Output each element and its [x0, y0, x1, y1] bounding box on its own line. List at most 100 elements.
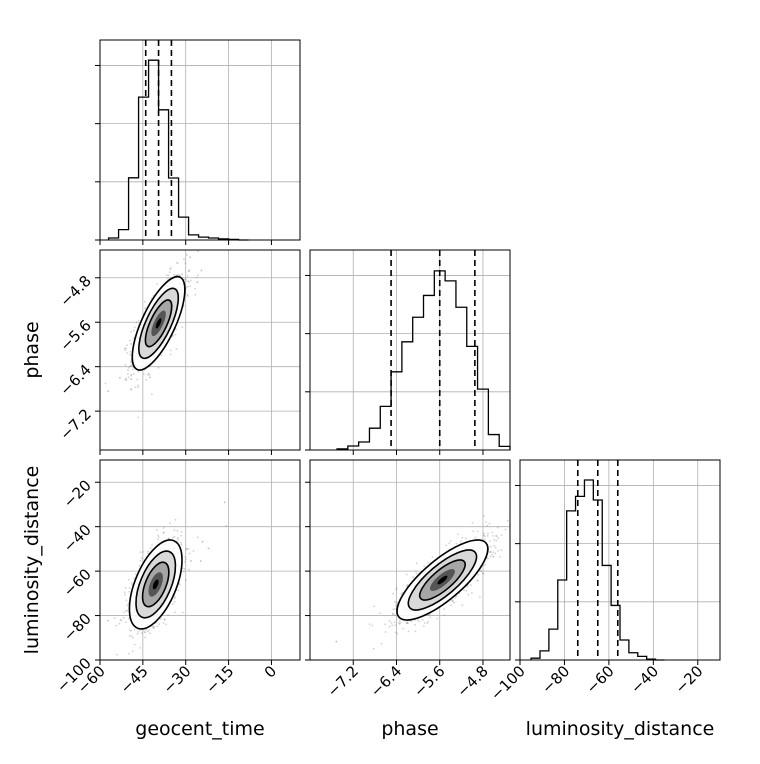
- scatter-point: [443, 608, 446, 611]
- scatter-point: [398, 622, 400, 624]
- scatter-point: [197, 250, 200, 253]
- scatter-point: [489, 540, 491, 543]
- scatter-point: [392, 593, 395, 595]
- density-fill-peak: [437, 575, 448, 585]
- scatter-point: [104, 382, 107, 385]
- scatter-point: [173, 273, 175, 276]
- scatter-point: [183, 567, 186, 570]
- scatter-point: [493, 539, 496, 541]
- scatter-point: [185, 278, 188, 281]
- scatter-point: [130, 374, 133, 377]
- contour-line-3: [144, 299, 173, 348]
- scatter-point: [122, 616, 125, 619]
- density-plot-area: [107, 501, 227, 656]
- scatter-point: [167, 274, 170, 277]
- scatter-outlier: [237, 221, 239, 223]
- hist-frame: [99, 39, 301, 241]
- scatter-outlier: [167, 537, 170, 540]
- scatter-point: [194, 293, 197, 296]
- scatter-point: [137, 384, 139, 387]
- scatter-point: [396, 632, 399, 635]
- scatter-point: [160, 618, 162, 620]
- scatter-point: [131, 650, 134, 652]
- scatter-point: [129, 353, 132, 356]
- hist-frame: [519, 459, 721, 661]
- scatter-point: [371, 624, 374, 627]
- scatter-point: [476, 530, 479, 533]
- scatter-outlier: [489, 551, 492, 553]
- scatter-point: [492, 535, 494, 537]
- scatter-point: [181, 326, 184, 328]
- scatter-point: [492, 551, 495, 554]
- scatter-point: [187, 548, 190, 550]
- density-x-tick-label: −45: [117, 662, 152, 697]
- scatter-point: [449, 540, 452, 542]
- scatter-point: [496, 535, 498, 537]
- density-panel-geocent_time-vs-phase: −7.2 −6.4 −5.6 −4.8: [56, 221, 301, 455]
- scatter-point: [174, 611, 176, 614]
- contour-line-3: [141, 561, 170, 608]
- scatter-outlier: [190, 560, 192, 562]
- scatter-point: [395, 588, 398, 591]
- scatter-point: [455, 542, 458, 545]
- scatter-outlier: [107, 390, 110, 393]
- density-plot-area: [335, 515, 538, 650]
- scatter-point: [143, 630, 146, 633]
- contour-line-1: [396, 539, 489, 621]
- scatter-point: [133, 326, 136, 329]
- scatter-point: [453, 601, 456, 604]
- scatter-point: [165, 623, 168, 626]
- scatter-point: [137, 631, 140, 633]
- scatter-point: [156, 625, 159, 627]
- scatter-point: [127, 617, 130, 620]
- scatter-point: [157, 536, 160, 538]
- scatter-point: [173, 529, 176, 532]
- density-panel-phase-vs-luminosity_distance: −7.2 −6.4 −5.6 −4.8: [305, 459, 538, 701]
- scatter-point: [378, 612, 381, 614]
- scatter-point: [157, 534, 160, 537]
- scatter-point: [173, 597, 176, 600]
- scatter-point: [126, 609, 128, 612]
- scatter-point: [129, 629, 131, 631]
- density-x-tick-label: 0: [261, 662, 280, 681]
- contour-line-2: [135, 550, 177, 619]
- scatter-outlier: [200, 269, 203, 272]
- scatter-point: [390, 622, 393, 624]
- scatter-point: [183, 258, 185, 261]
- scatter-point: [410, 620, 413, 622]
- scatter-point: [167, 277, 169, 280]
- scatter-point: [125, 347, 127, 350]
- scatter-point: [130, 630, 133, 632]
- scatter-point: [179, 274, 181, 277]
- density-x-tick-label: −6.4: [367, 662, 405, 700]
- scatter-point: [415, 572, 418, 575]
- scatter-point: [146, 630, 149, 633]
- scatter-point: [162, 622, 165, 624]
- hist-x-tick-label: −60: [583, 662, 618, 697]
- scatter-point: [421, 618, 424, 621]
- scatter-point: [471, 592, 473, 594]
- scatter-point: [128, 590, 131, 593]
- scatter-point: [455, 595, 458, 598]
- scatter-point: [125, 379, 128, 382]
- scatter-point: [169, 268, 172, 271]
- scatter-point: [124, 378, 127, 381]
- scatter-point: [496, 526, 499, 529]
- density-panel-geocent_time-vs-luminosity_distance: −60 −45 −30 −15 0−100−80−60−40−20: [53, 459, 301, 697]
- density-frame: [99, 459, 301, 661]
- scatter-point: [135, 573, 137, 575]
- scatter-outlier: [536, 532, 538, 534]
- scatter-point: [384, 631, 387, 633]
- scatter-point: [184, 262, 187, 265]
- scatter-point: [171, 335, 174, 338]
- scatter-point: [368, 623, 371, 625]
- scatter-point: [485, 521, 487, 523]
- scatter-point: [186, 275, 189, 277]
- scatter-point: [405, 622, 408, 625]
- y-axis-label-phase: phase: [21, 321, 43, 378]
- scatter-point: [176, 529, 179, 532]
- scatter-point: [134, 386, 137, 389]
- scatter-point: [187, 295, 190, 297]
- scatter-point: [481, 572, 484, 575]
- scatter-point: [406, 583, 409, 586]
